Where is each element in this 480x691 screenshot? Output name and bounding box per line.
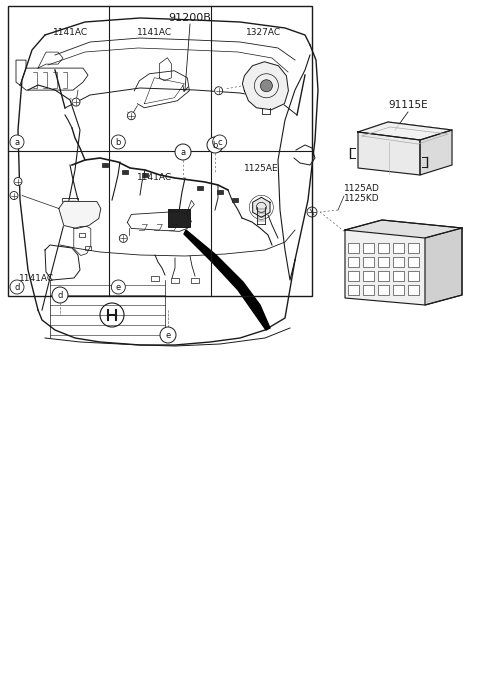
Circle shape xyxy=(111,280,125,294)
Bar xyxy=(197,186,203,190)
Circle shape xyxy=(175,144,191,160)
Circle shape xyxy=(14,178,22,185)
Bar xyxy=(408,257,419,267)
Bar xyxy=(378,243,389,253)
Circle shape xyxy=(215,87,223,95)
Bar xyxy=(348,271,359,281)
Text: d: d xyxy=(57,290,63,299)
Circle shape xyxy=(120,234,127,243)
Circle shape xyxy=(10,191,18,200)
Bar xyxy=(378,271,389,281)
Text: a: a xyxy=(14,138,20,146)
Polygon shape xyxy=(184,230,270,330)
Bar xyxy=(79,233,85,237)
Text: c: c xyxy=(217,138,222,146)
Text: e: e xyxy=(166,330,170,339)
Text: 1141AC: 1141AC xyxy=(137,28,172,37)
Bar xyxy=(151,276,159,281)
Circle shape xyxy=(207,137,223,153)
Circle shape xyxy=(260,79,272,92)
Bar xyxy=(363,285,374,295)
Text: 1141AC: 1141AC xyxy=(19,274,54,283)
Text: 1141AC: 1141AC xyxy=(53,28,88,37)
Text: 91115E: 91115E xyxy=(388,100,428,110)
Bar xyxy=(378,285,389,295)
Bar xyxy=(8,6,312,296)
Bar xyxy=(62,198,78,210)
Bar xyxy=(408,271,419,281)
Bar xyxy=(122,170,128,174)
Polygon shape xyxy=(358,122,452,140)
Text: a: a xyxy=(180,147,186,156)
Bar xyxy=(191,278,199,283)
Text: 1125AE: 1125AE xyxy=(244,164,279,173)
Circle shape xyxy=(307,207,317,217)
Text: 1125AD: 1125AD xyxy=(344,184,380,193)
Circle shape xyxy=(10,135,24,149)
Bar xyxy=(348,257,359,267)
Bar xyxy=(75,220,81,224)
Text: 1125KD: 1125KD xyxy=(344,193,380,202)
Circle shape xyxy=(213,135,227,149)
Bar xyxy=(348,243,359,253)
Bar xyxy=(408,285,419,295)
Bar xyxy=(393,243,404,253)
Polygon shape xyxy=(242,61,288,110)
Polygon shape xyxy=(59,202,101,229)
Text: 91200B: 91200B xyxy=(168,13,211,23)
Polygon shape xyxy=(358,132,420,175)
Circle shape xyxy=(72,98,80,106)
Bar xyxy=(142,173,148,177)
Polygon shape xyxy=(345,220,462,238)
Bar xyxy=(363,271,374,281)
Bar xyxy=(393,257,404,267)
Text: 1327AC: 1327AC xyxy=(246,28,281,37)
Bar xyxy=(102,163,108,167)
Circle shape xyxy=(160,327,176,343)
Polygon shape xyxy=(425,228,462,305)
Text: b: b xyxy=(212,140,218,149)
Circle shape xyxy=(10,280,24,294)
Text: b: b xyxy=(116,138,121,146)
Bar xyxy=(393,285,404,295)
Text: d: d xyxy=(14,283,20,292)
Bar xyxy=(217,190,223,194)
Bar xyxy=(348,285,359,295)
Bar xyxy=(363,257,374,267)
Text: 1141AC: 1141AC xyxy=(137,173,172,182)
Text: e: e xyxy=(116,283,121,292)
Polygon shape xyxy=(252,198,270,217)
Polygon shape xyxy=(420,130,452,175)
Bar xyxy=(363,243,374,253)
Bar xyxy=(85,246,91,250)
Bar xyxy=(232,198,238,202)
Polygon shape xyxy=(345,220,462,305)
Bar xyxy=(393,271,404,281)
Bar xyxy=(171,278,179,283)
Bar xyxy=(378,257,389,267)
Bar xyxy=(168,209,190,227)
Circle shape xyxy=(52,287,68,303)
Circle shape xyxy=(111,135,125,149)
Circle shape xyxy=(127,112,135,120)
Bar xyxy=(408,243,419,253)
